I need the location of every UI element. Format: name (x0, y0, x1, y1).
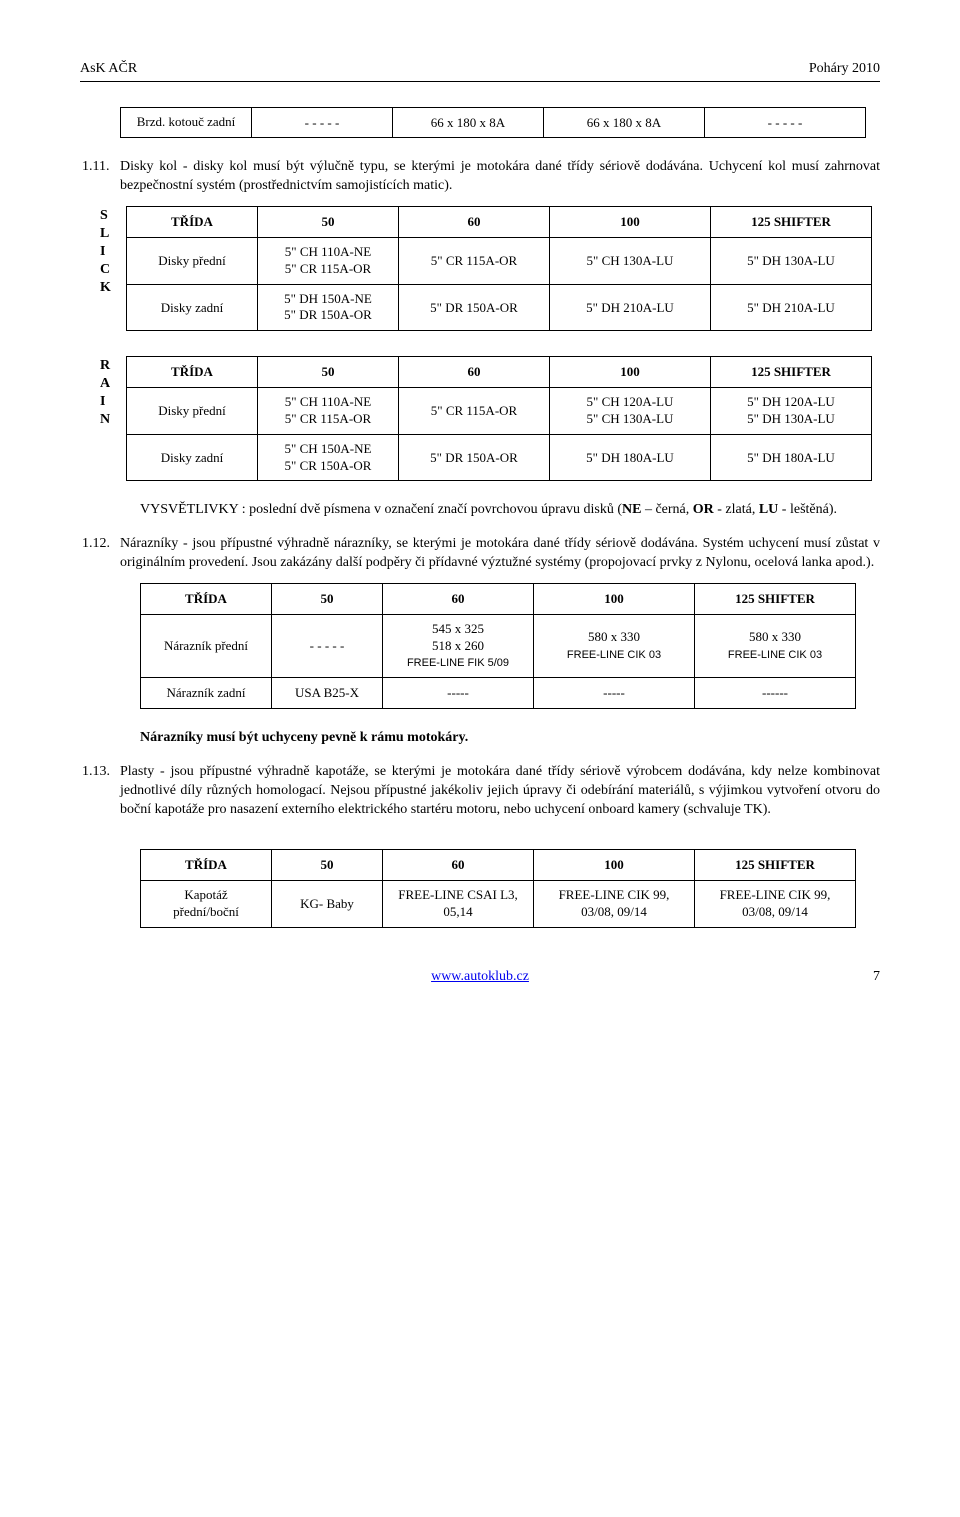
row-label: Brzd. kotouč zadní (121, 107, 252, 138)
cell: 5" DR 150A-OR (399, 434, 550, 481)
cell: 66 x 180 x 8A (544, 107, 705, 138)
cell: 5" DH 130A-LU (711, 237, 872, 284)
cell: - - - - - (272, 614, 383, 678)
page-header: AsK AČR Poháry 2010 (80, 60, 880, 82)
table-row: Disky zadní 5" DH 150A-NE5" DR 150A-OR 5… (100, 284, 872, 331)
header-cell: TŘÍDA (127, 357, 258, 388)
cell: FREE-LINE CIK 99, 03/08, 09/14 (695, 880, 856, 927)
cell: USA B25-X (272, 678, 383, 709)
row-label: Disky přední (127, 387, 258, 434)
table-row: Nárazník přední - - - - - 545 x 325 518 … (141, 614, 856, 678)
header-cell: 125 SHIFTER (711, 207, 872, 238)
cell: 5" DH 210A-LU (550, 284, 711, 331)
bumper-note: Nárazníky musí být uchyceny pevně k rámu… (140, 729, 880, 748)
para-1-11: 1.11.Disky kol - disky kol musí být výlu… (120, 158, 880, 196)
para-number: 1.12. (82, 535, 120, 554)
rain-table: RAIN TŘÍDA 50 60 100 125 SHIFTER Disky p… (100, 356, 872, 481)
cell: 5" CH 110A-NE5" CR 115A-OR (258, 387, 399, 434)
header-cell: TŘÍDA (141, 850, 272, 881)
header-cell: 100 (550, 357, 711, 388)
page-footer: www.autoklub.cz 7 (80, 968, 880, 987)
plastics-table: TŘÍDA 50 60 100 125 SHIFTER Kapotáž před… (140, 849, 856, 927)
cell: 5" DH 210A-LU (711, 284, 872, 331)
header-cell: 100 (534, 850, 695, 881)
para-text: Plasty - jsou přípustné výhradně kapotáž… (120, 764, 880, 817)
side-label-slick: SLICK (100, 207, 127, 331)
cell: 5" CR 115A-OR (399, 387, 550, 434)
header-cell: 125 SHIFTER (695, 584, 856, 615)
header-cell: 60 (399, 207, 550, 238)
page-number: 7 (873, 968, 880, 987)
cell: - - - - - (705, 107, 866, 138)
para-text: Nárazníky - jsou přípustné výhradně nára… (120, 536, 880, 570)
row-label: Disky zadní (127, 284, 258, 331)
legend-text: VYSVĚTLIVKY : poslední dvě písmena v ozn… (140, 501, 840, 520)
cell: 66 x 180 x 8A (393, 107, 544, 138)
header-left: AsK AČR (80, 60, 137, 79)
cell: 5" DR 150A-OR (399, 284, 550, 331)
header-cell: 60 (383, 584, 534, 615)
header-cell: 50 (272, 584, 383, 615)
row-label: Nárazník přední (141, 614, 272, 678)
cell: ------ (695, 678, 856, 709)
row-label: Disky přední (127, 237, 258, 284)
cell: 5" DH 120A-LU5" DH 130A-LU (711, 387, 872, 434)
para-number: 1.11. (82, 158, 120, 177)
footer-link[interactable]: www.autoklub.cz (431, 969, 529, 984)
cell: 5" DH 180A-LU (711, 434, 872, 481)
cell: 5" DH 180A-LU (550, 434, 711, 481)
cell: KG- Baby (272, 880, 383, 927)
cell: FREE-LINE CSAI L3, 05,14 (383, 880, 534, 927)
header-right: Poháry 2010 (809, 60, 880, 79)
cell: 580 x 330 FREE-LINE CIK 03 (534, 614, 695, 678)
bumpers-table: TŘÍDA 50 60 100 125 SHIFTER Nárazník pře… (140, 583, 856, 709)
header-cell: 50 (272, 850, 383, 881)
side-label-rain: RAIN (100, 357, 127, 481)
header-cell: TŘÍDA (127, 207, 258, 238)
header-cell: 100 (534, 584, 695, 615)
cell: ----- (383, 678, 534, 709)
table-row: Brzd. kotouč zadní - - - - - 66 x 180 x … (121, 107, 866, 138)
header-cell: 60 (399, 357, 550, 388)
cell: FREE-LINE CIK 99, 03/08, 09/14 (534, 880, 695, 927)
header-cell: 100 (550, 207, 711, 238)
cell: 5" CH 110A-NE5" CR 115A-OR (258, 237, 399, 284)
cell: ----- (534, 678, 695, 709)
cell: - - - - - (252, 107, 393, 138)
row-label: Kapotáž přední/boční (141, 880, 272, 927)
para-1-13: 1.13.Plasty - jsou přípustné výhradně ka… (120, 763, 880, 820)
para-number: 1.13. (82, 763, 120, 782)
slick-table: SLICK TŘÍDA 50 60 100 125 SHIFTER Disky … (100, 206, 872, 331)
table-row: Kapotáž přední/boční KG- Baby FREE-LINE … (141, 880, 856, 927)
cell: 5" DH 150A-NE5" DR 150A-OR (258, 284, 399, 331)
header-cell: 50 (258, 207, 399, 238)
header-cell: 125 SHIFTER (695, 850, 856, 881)
cell: 5" CH 130A-LU (550, 237, 711, 284)
para-text: Disky kol - disky kol musí být výlučně t… (120, 159, 880, 193)
table-row: Disky přední 5" CH 110A-NE5" CR 115A-OR … (100, 237, 872, 284)
table-row: Disky přední 5" CH 110A-NE5" CR 115A-OR … (100, 387, 872, 434)
cell: 580 x 330 FREE-LINE CIK 03 (695, 614, 856, 678)
cell: 545 x 325 518 x 260 FREE-LINE FIK 5/09 (383, 614, 534, 678)
table-row: Disky zadní 5" CH 150A-NE5" CR 150A-OR 5… (100, 434, 872, 481)
table-row: Nárazník zadní USA B25-X ----- ----- ---… (141, 678, 856, 709)
brake-table: Brzd. kotouč zadní - - - - - 66 x 180 x … (120, 107, 866, 139)
header-cell: TŘÍDA (141, 584, 272, 615)
para-1-12: 1.12.Nárazníky - jsou přípustné výhradně… (120, 535, 880, 573)
row-label: Nárazník zadní (141, 678, 272, 709)
header-cell: 125 SHIFTER (711, 357, 872, 388)
cell: 5" CH 150A-NE5" CR 150A-OR (258, 434, 399, 481)
cell: 5" CH 120A-LU5" CH 130A-LU (550, 387, 711, 434)
row-label: Disky zadní (127, 434, 258, 481)
header-cell: 60 (383, 850, 534, 881)
cell: 5" CR 115A-OR (399, 237, 550, 284)
header-cell: 50 (258, 357, 399, 388)
